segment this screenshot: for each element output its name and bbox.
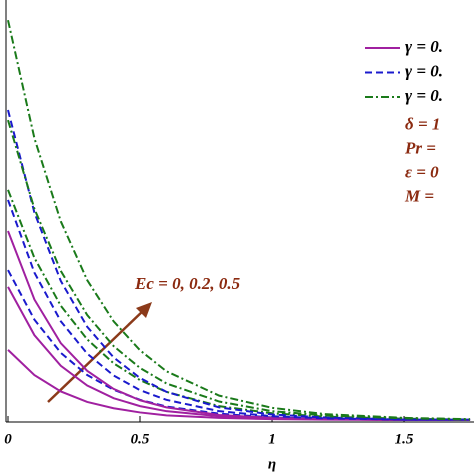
parameter-label: δ = 1 [405,114,440,133]
parameter-label: M = [404,186,434,205]
legend-label: γ = 0. [405,61,443,80]
series-line [7,286,471,421]
x-tick-label: 1.5 [395,431,414,447]
parameter-label: ε = 0 [405,162,439,181]
parameter-label: Pr = [404,138,436,157]
series-line [7,19,471,421]
x-tick-label: 0 [4,431,12,447]
arrow [47,308,146,403]
arrow-label: Ec = 0, 0.2, 0.5 [134,274,241,293]
series-line [7,230,471,421]
arrow-head [136,302,152,318]
series-line [7,189,471,421]
x-axis-label: η [268,456,276,472]
series-line [7,119,471,421]
series-line [7,109,471,421]
x-tick-label: 1 [268,431,276,447]
legend-label: γ = 0. [405,37,443,56]
legend-label: γ = 0. [405,86,443,105]
x-tick-label: 0.5 [131,431,150,447]
